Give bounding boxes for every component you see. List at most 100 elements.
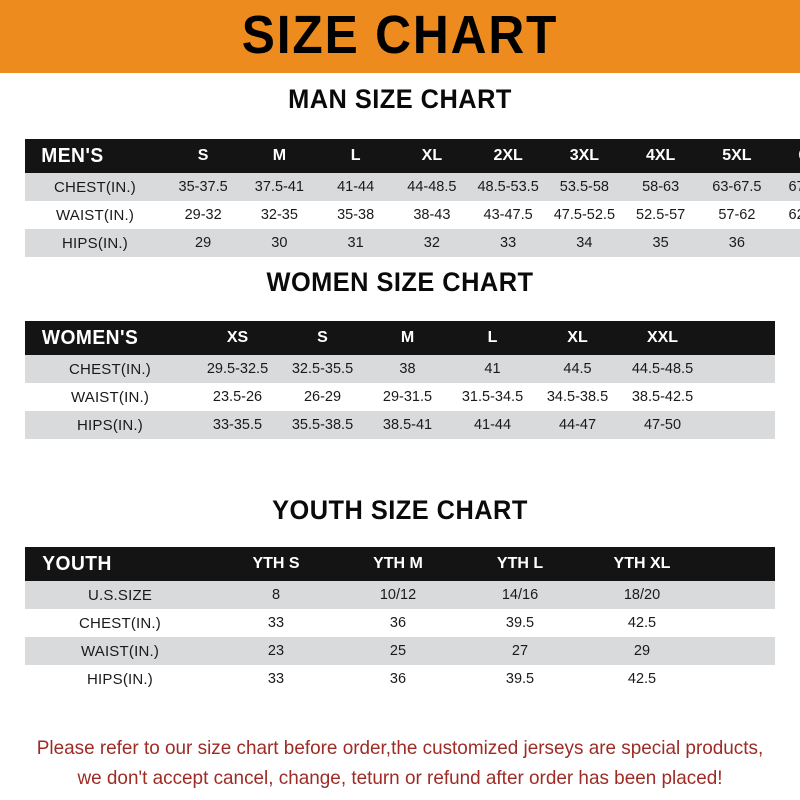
order-policy-note: Please refer to our size chart before or… xyxy=(12,733,788,793)
order-policy-note-line-2: we don't accept cancel, change, teturn o… xyxy=(77,767,723,789)
men-header-row: MEN'S S M L XL 2XL 3XL 4XL 5XL 6XL xyxy=(25,139,800,173)
youth-chest-label: CHEST(IN.) xyxy=(79,614,161,632)
women-waist-s: 26-29 xyxy=(303,389,342,405)
women-chest-l: 41 xyxy=(484,361,501,377)
women-section-title: WOMEN SIZE CHART xyxy=(266,267,534,297)
men-waist-4xl: 52.5-57 xyxy=(636,207,686,223)
men-waist-5xl: 57-62 xyxy=(718,207,756,223)
men-hips-6xl: 37 xyxy=(775,229,800,257)
men-header-s: S xyxy=(197,147,209,164)
youth-waist-yth-s: 23 xyxy=(267,643,285,659)
youth-hips-yth-m: 36 xyxy=(389,671,407,687)
table-row: CHEST(IN.) 33 36 39.5 42.5 xyxy=(25,609,775,637)
men-waist-6xl: 62-66.5 xyxy=(788,207,800,223)
women-hips-m: 38.5-41 xyxy=(382,417,433,433)
women-waist-m: 29-31.5 xyxy=(382,389,433,405)
page-banner: SIZE CHART xyxy=(0,0,800,73)
youth-header-label: YOUTH xyxy=(42,552,112,575)
youth-header-spacer xyxy=(703,547,775,581)
men-section-title: MAN SIZE CHART xyxy=(288,84,512,114)
youth-ussize-yth-l: 14/16 xyxy=(501,587,539,603)
women-waist-xxl: 38.5-42.5 xyxy=(631,389,694,405)
table-row: HIPS(IN.) 33-35.5 35.5-38.5 38.5-41 41-4… xyxy=(25,411,775,439)
men-header-2xl: 2XL xyxy=(493,147,523,164)
men-header-m: M xyxy=(272,147,287,164)
women-header-label: WOMEN'S xyxy=(41,326,139,349)
women-waist-xl: 34.5-38.5 xyxy=(546,389,609,405)
women-chest-s: 32.5-35.5 xyxy=(291,361,354,377)
women-hips-l: 41-44 xyxy=(473,417,512,433)
youth-header-yth-m: YTH M xyxy=(373,555,423,572)
men-waist-2xl: 43-47.5 xyxy=(483,207,533,223)
youth-ussize-yth-m: 10/12 xyxy=(379,587,417,603)
women-chest-xl: 44.5 xyxy=(563,361,592,377)
men-chest-2xl: 48.5-53.5 xyxy=(477,179,539,195)
youth-section-title: YOUTH SIZE CHART xyxy=(272,495,528,525)
order-policy-note-line-1: Please refer to our size chart before or… xyxy=(36,737,764,759)
youth-chest-yth-xl: 42.5 xyxy=(627,615,657,631)
men-hips-l: 31 xyxy=(347,235,364,251)
men-waist-m: 32-35 xyxy=(260,207,298,223)
men-header-6xl: 6XL xyxy=(775,139,800,173)
youth-waist-label: WAIST(IN.) xyxy=(80,642,160,660)
women-chest-label: CHEST(IN.) xyxy=(69,360,151,378)
men-hips-m: 30 xyxy=(271,235,288,251)
men-chest-label: CHEST(IN.) xyxy=(54,178,136,196)
youth-waist-spacer xyxy=(703,637,775,665)
youth-ussize-spacer xyxy=(703,581,775,609)
men-chest-m: 37.5-41 xyxy=(254,179,304,195)
men-waist-s: 29-32 xyxy=(184,207,222,223)
women-header-s: S xyxy=(317,329,328,346)
youth-header-yth-xl: YTH XL xyxy=(613,555,671,572)
men-hips-xl: 32 xyxy=(423,235,440,251)
women-chest-xs: 29.5-32.5 xyxy=(206,361,269,377)
youth-waist-yth-m: 25 xyxy=(389,643,407,659)
women-hips-xl: 44-47 xyxy=(558,417,597,433)
women-hips-xs: 33-35.5 xyxy=(212,417,263,433)
men-header-xl: XL xyxy=(421,147,443,164)
men-waist-xl: 38-43 xyxy=(413,207,451,223)
youth-waist-yth-l: 27 xyxy=(511,643,529,659)
youth-hips-yth-xl: 42.5 xyxy=(627,671,657,687)
youth-chest-yth-s: 33 xyxy=(267,615,285,631)
youth-ussize-yth-s: 8 xyxy=(271,587,281,603)
men-hips-label: HIPS(IN.) xyxy=(62,234,128,252)
women-hips-spacer xyxy=(705,411,775,439)
men-header-4xl: 4XL xyxy=(645,147,676,164)
men-hips-2xl: 33 xyxy=(500,235,517,251)
women-hips-s: 35.5-38.5 xyxy=(291,417,354,433)
men-chest-xl: 44-48.5 xyxy=(407,179,457,195)
table-row: U.S.SIZE 8 10/12 14/16 18/20 xyxy=(25,581,775,609)
table-row: CHEST(IN.) 29.5-32.5 32.5-35.5 38 41 44.… xyxy=(25,355,775,383)
women-header-l: L xyxy=(487,329,498,346)
youth-ussize-label: U.S.SIZE xyxy=(87,586,153,604)
men-header-3xl: 3XL xyxy=(569,147,600,164)
men-chest-l: 41-44 xyxy=(337,179,375,195)
men-size-chart: MEN'S S M L XL 2XL 3XL 4XL 5XL 6XL CHEST… xyxy=(25,139,800,257)
youth-header-yth-l: YTH L xyxy=(496,555,544,572)
women-hips-xxl: 47-50 xyxy=(643,417,682,433)
men-hips-s: 29 xyxy=(195,235,212,251)
youth-size-chart: YOUTH YTH S YTH M YTH L YTH XL U.S.SIZE … xyxy=(25,547,775,693)
men-chest-3xl: 53.5-58 xyxy=(559,179,609,195)
youth-chest-yth-m: 36 xyxy=(389,615,407,631)
men-chest-s: 35-37.5 xyxy=(178,179,228,195)
men-waist-l: 35-38 xyxy=(337,207,375,223)
women-chest-m: 38 xyxy=(399,361,416,377)
youth-hips-yth-s: 33 xyxy=(267,671,285,687)
men-table: MEN'S S M L XL 2XL 3XL 4XL 5XL 6XL CHEST… xyxy=(25,139,800,257)
table-row: WAIST(IN.) 23 25 27 29 xyxy=(25,637,775,665)
women-waist-spacer xyxy=(705,383,775,411)
men-waist-3xl: 47.5-52.5 xyxy=(553,207,616,223)
men-waist-label: WAIST(IN.) xyxy=(55,206,135,224)
women-header-xl: XL xyxy=(567,329,588,346)
youth-hips-spacer xyxy=(703,665,775,693)
women-header-spacer xyxy=(705,321,775,355)
women-chest-spacer xyxy=(705,355,775,383)
youth-chest-spacer xyxy=(703,609,775,637)
table-row: CHEST(IN.) 35-37.5 37.5-41 41-44 44-48.5… xyxy=(25,173,800,201)
youth-header-yth-s: YTH S xyxy=(252,555,300,572)
women-waist-label: WAIST(IN.) xyxy=(70,388,150,406)
table-row: HIPS(IN.) 33 36 39.5 42.5 xyxy=(25,665,775,693)
youth-chest-yth-l: 39.5 xyxy=(505,615,535,631)
